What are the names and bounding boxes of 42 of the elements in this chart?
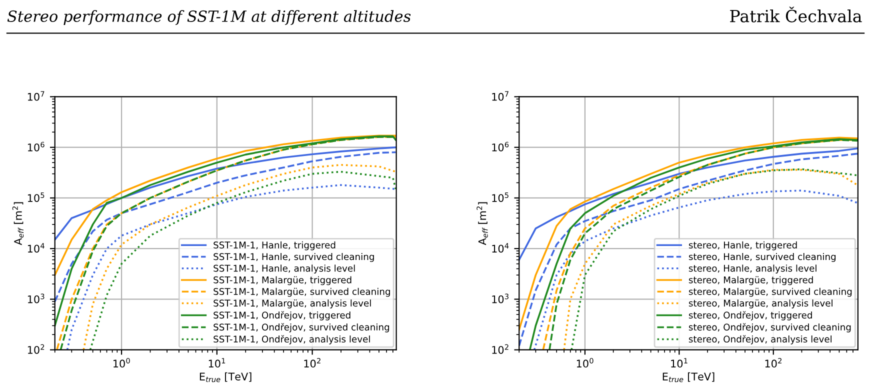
- legend-label: SST-1M-1, Malargüe, survived cleaning: [214, 288, 390, 297]
- legend-label: stereo, Hanle, triggered: [688, 241, 797, 250]
- y-tick-label: 10$^{7}$: [28, 91, 44, 101]
- x-tick-label: 10$^{1}$: [671, 358, 688, 368]
- x-axis-title: E$_{true}$ [TeV]: [662, 372, 714, 382]
- legend-label: stereo, Malargüe, survived cleaning: [688, 288, 852, 297]
- legend-label: stereo, Hanle, analysis level: [688, 264, 816, 274]
- x-axis-title: E$_{true}$ [TeV]: [200, 372, 252, 382]
- text: Stereo performance of SST-1M at different altitudes: [7, 10, 411, 25]
- y-tick-label: 10$^{4}$: [28, 243, 44, 253]
- y-tick-label: 10$^{2}$: [492, 344, 508, 354]
- y-tick-label: 10$^{5}$: [492, 192, 508, 202]
- y-axis-title: A$_{eff}$ [m$^{2}$]: [12, 202, 24, 246]
- legend-label: stereo, Ondřejov, analysis level: [688, 335, 832, 344]
- legend-label: stereo, Hanle, survived cleaning: [688, 253, 836, 262]
- legend-label: SST-1M-1, Hanle, triggered: [214, 241, 336, 250]
- legend-label: stereo, Ondřejov, survived cleaning: [688, 323, 851, 332]
- legend-label: stereo, Malargüe, triggered: [688, 276, 813, 286]
- legend-label: SST-1M-1, Ondřejov, triggered: [214, 311, 350, 320]
- y-tick-label: 10$^{6}$: [492, 142, 509, 152]
- legend-label: SST-1M-1, Hanle, survived cleaning: [214, 253, 374, 262]
- y-tick-label: 10$^{2}$: [28, 344, 44, 354]
- x-tick-label: 10$^{0}$: [576, 358, 594, 368]
- x-tick-label: 10$^{2}$: [304, 358, 320, 368]
- y-tick-label: 10$^{6}$: [28, 142, 44, 152]
- legend-label: SST-1M-1, Ondřejov, survived cleaning: [214, 323, 390, 332]
- legend-label: SST-1M-1, Ondřejov, analysis level: [214, 335, 370, 344]
- y-tick-label: 10$^{3}$: [28, 294, 44, 304]
- y-tick-label: 10$^{7}$: [492, 91, 508, 101]
- y-tick-label: 10$^{3}$: [492, 294, 508, 304]
- legend-label: SST-1M-1, Hanle, analysis level: [214, 264, 355, 274]
- x-tick-label: 10$^{0}$: [114, 358, 130, 368]
- legend-label: SST-1M-1, Malargüe, triggered: [214, 276, 352, 286]
- y-axis-title: A$_{eff}$ [m$^{2}$]: [476, 202, 488, 246]
- x-tick-label: 10$^{1}$: [208, 358, 226, 368]
- legend-label: stereo, Ondřejov, triggered: [688, 311, 812, 320]
- legend-label: stereo, Malargüe, analysis level: [688, 299, 832, 308]
- x-tick-label: 10$^{2}$: [765, 358, 782, 368]
- legend-label: SST-1M-1, Malargüe, analysis level: [214, 299, 371, 308]
- text: Patrik Čechvala: [730, 6, 862, 22]
- y-tick-label: 10$^{4}$: [492, 243, 509, 253]
- y-tick-label: 10$^{5}$: [28, 192, 44, 202]
